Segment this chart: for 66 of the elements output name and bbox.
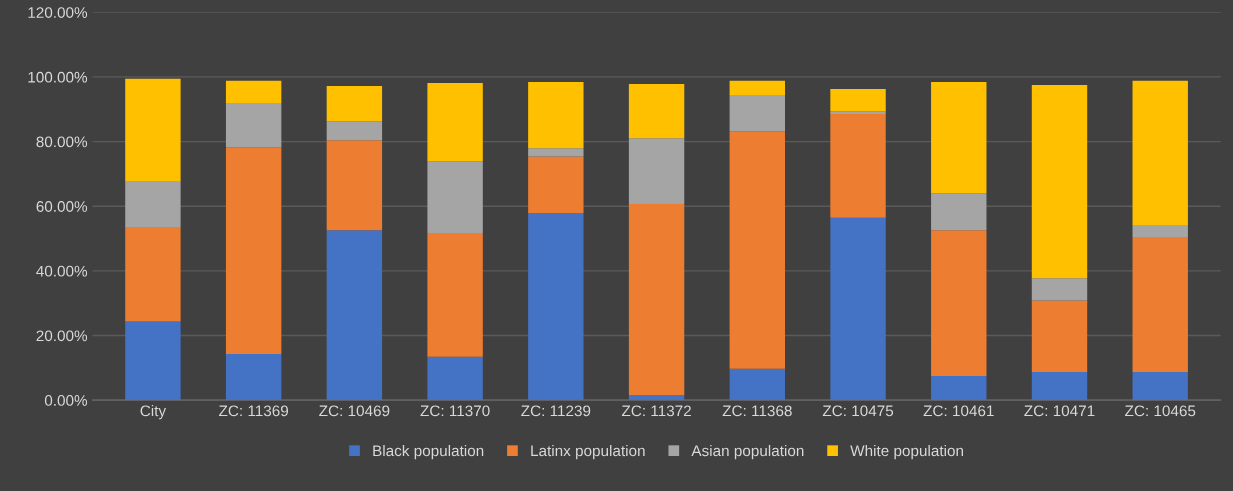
bar bbox=[830, 114, 886, 218]
bar bbox=[427, 83, 483, 162]
x-tick-label: ZC: 11368 bbox=[722, 405, 792, 417]
bar bbox=[125, 181, 181, 227]
y-tick-label: 100.00% bbox=[28, 71, 88, 83]
bar bbox=[427, 161, 483, 234]
bar bbox=[225, 353, 282, 401]
bar bbox=[326, 140, 383, 231]
bar bbox=[125, 78, 181, 182]
bar bbox=[326, 85, 383, 122]
bar bbox=[1031, 300, 1088, 373]
bar bbox=[528, 148, 584, 157]
bar bbox=[729, 368, 786, 401]
x-tick-label: City bbox=[140, 405, 167, 420]
y-tick-label: 120.00% bbox=[28, 7, 88, 18]
bar bbox=[1132, 224, 1188, 237]
legend-label: Black population bbox=[373, 444, 484, 460]
bar bbox=[931, 230, 987, 376]
bar bbox=[1031, 372, 1088, 401]
bar bbox=[1031, 278, 1088, 301]
bar bbox=[125, 321, 181, 401]
bar bbox=[225, 103, 282, 148]
bar bbox=[1132, 236, 1188, 373]
bar bbox=[729, 80, 786, 96]
bar bbox=[528, 82, 584, 149]
bar bbox=[729, 131, 786, 369]
bar bbox=[628, 394, 685, 401]
bar bbox=[931, 193, 987, 231]
bar bbox=[1031, 85, 1088, 279]
y-tick-label: 20.00% bbox=[36, 330, 88, 342]
bar bbox=[628, 138, 685, 204]
x-tick-label: ZC: 11369 bbox=[219, 405, 289, 417]
x-tick-label: ZC: 11372 bbox=[621, 405, 691, 417]
bar bbox=[326, 230, 383, 401]
y-tick-label: 80.00% bbox=[36, 136, 88, 148]
x-tick-label: ZC: 10465 bbox=[1125, 405, 1196, 417]
bar bbox=[125, 226, 181, 322]
bar bbox=[830, 217, 886, 401]
bar bbox=[628, 84, 685, 139]
bar bbox=[528, 213, 584, 401]
x-tick-label: ZC: 11370 bbox=[420, 405, 490, 417]
y-tick-label: 40.00% bbox=[36, 265, 88, 277]
bar bbox=[427, 233, 483, 357]
bar bbox=[326, 121, 383, 141]
bar bbox=[528, 156, 584, 214]
x-tick-label: ZC: 11239 bbox=[521, 405, 591, 417]
bar bbox=[830, 111, 886, 115]
legend-label: Asian population bbox=[691, 444, 804, 460]
x-tick-label: ZC: 10475 bbox=[822, 405, 894, 417]
bar bbox=[225, 147, 282, 354]
y-tick-label: 60.00% bbox=[36, 201, 88, 212]
bar bbox=[931, 82, 987, 194]
bar bbox=[830, 88, 886, 112]
legend-label: White population bbox=[850, 444, 963, 460]
bar bbox=[628, 203, 685, 395]
legend-label: Latinx population bbox=[531, 444, 645, 460]
bar bbox=[1132, 80, 1188, 225]
bar bbox=[729, 95, 786, 132]
bar bbox=[225, 80, 282, 104]
x-tick-label: ZC: 10471 bbox=[1024, 405, 1095, 417]
y-tick-label: 0.00% bbox=[44, 395, 88, 406]
bar bbox=[1132, 372, 1188, 401]
x-tick-label: ZC: 10461 bbox=[923, 405, 994, 417]
bar bbox=[931, 375, 987, 401]
bar bbox=[427, 356, 483, 401]
x-tick-label: ZC: 10469 bbox=[319, 405, 390, 417]
